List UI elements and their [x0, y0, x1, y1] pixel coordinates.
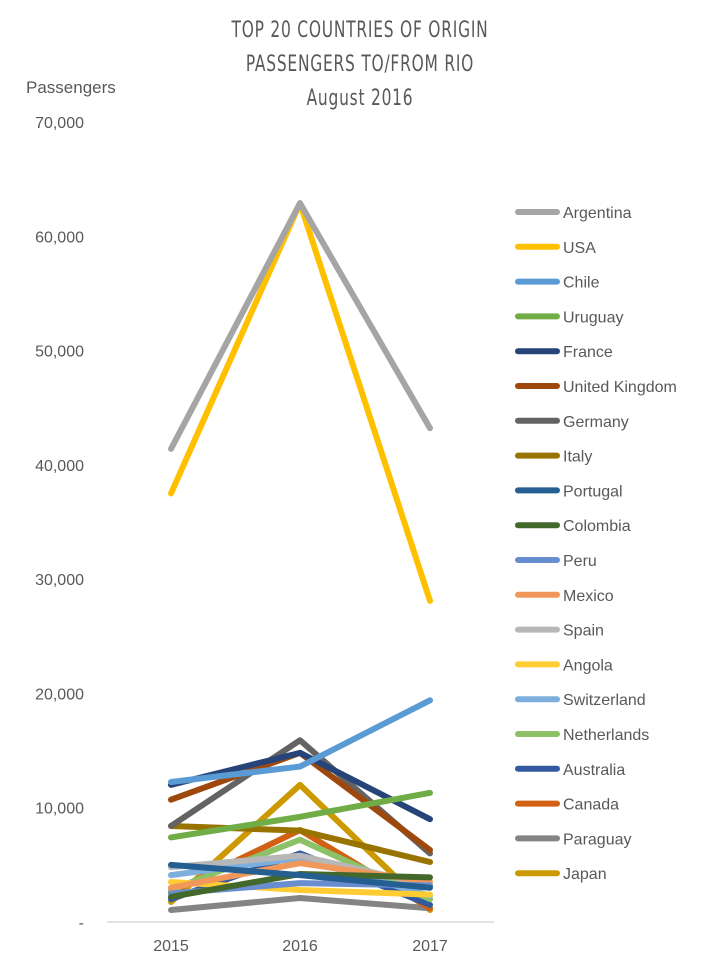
- chart-title-line-3: August 2016: [306, 86, 414, 111]
- legend-item: Portugal: [515, 483, 623, 500]
- legend-item: Canada: [515, 797, 619, 814]
- series-line-usa: [168, 200, 433, 604]
- x-tick-label: 2017: [412, 938, 448, 955]
- legend-item: Paraguay: [515, 831, 632, 848]
- legend-item: Argentina: [515, 205, 632, 222]
- legend-item: USA: [515, 240, 596, 257]
- y-tick-label: 60,000: [35, 229, 84, 246]
- legend-item: Uruguay: [515, 309, 623, 326]
- legend-item: Italy: [515, 449, 592, 466]
- legend-label: Argentina: [563, 205, 632, 222]
- series-line-argentina: [168, 200, 433, 452]
- legend-item: France: [515, 344, 613, 361]
- y-tick-label: 40,000: [35, 458, 84, 475]
- legend-label: Canada: [563, 797, 619, 814]
- legend-item: Spain: [515, 623, 604, 640]
- legend-label: Switzerland: [563, 692, 646, 709]
- legend-label: Netherlands: [563, 727, 649, 744]
- legend-item: Colombia: [515, 518, 631, 535]
- legend-label: Italy: [563, 449, 592, 466]
- legend-label: Uruguay: [563, 309, 623, 326]
- legend-label: United Kingdom: [563, 379, 677, 396]
- x-tick-label: 2016: [282, 938, 318, 955]
- y-tick-label: 20,000: [35, 686, 84, 703]
- legend-label: Mexico: [563, 588, 614, 605]
- y-tick-label: 10,000: [35, 801, 84, 818]
- legend-item: Mexico: [515, 588, 614, 605]
- y-tick-label: -: [79, 915, 84, 932]
- legend-label: Japan: [563, 866, 607, 883]
- series-line-paraguay: [168, 895, 433, 913]
- y-tick-label: 50,000: [35, 344, 84, 361]
- legend-item: Japan: [515, 866, 607, 883]
- series-line-netherlands: [168, 836, 433, 903]
- legend-label: Germany: [563, 414, 629, 431]
- legend-label: Paraguay: [563, 831, 632, 848]
- legend-label: Angola: [563, 657, 613, 674]
- legend-label: Chile: [563, 275, 600, 292]
- y-axis-label: Passengers: [26, 78, 116, 97]
- legend-item: Angola: [515, 657, 613, 674]
- legend-label: France: [563, 344, 613, 361]
- x-tick-label: 2015: [153, 938, 189, 955]
- legend-label: Colombia: [563, 518, 631, 535]
- legend-item: Peru: [515, 553, 597, 570]
- chart-title-line-2: PASSENGERS TO/FROM RIO: [245, 52, 475, 77]
- legend-item: Netherlands: [515, 727, 649, 744]
- legend-label: Spain: [563, 623, 604, 640]
- legend-label: Australia: [563, 762, 625, 779]
- legend-label: Peru: [563, 553, 597, 570]
- y-tick-label: 30,000: [35, 572, 84, 589]
- series-line-chile: [168, 697, 433, 785]
- y-tick-label: 70,000: [35, 115, 84, 132]
- series-line-italy: [168, 823, 433, 865]
- legend-item: Chile: [515, 275, 600, 292]
- legend-label: USA: [563, 240, 596, 257]
- series-line-portugal: [168, 861, 433, 891]
- chart-title-line-1: TOP 20 COUNTRIES OF ORIGIN: [231, 18, 489, 43]
- legend-item: United Kingdom: [515, 379, 677, 396]
- legend-item: Germany: [515, 414, 629, 431]
- legend-item: Australia: [515, 762, 625, 779]
- series-line-uruguay: [168, 789, 433, 841]
- legend-item: Switzerland: [515, 692, 646, 709]
- series-line-angola: [168, 879, 433, 898]
- legend-label: Portugal: [563, 483, 623, 500]
